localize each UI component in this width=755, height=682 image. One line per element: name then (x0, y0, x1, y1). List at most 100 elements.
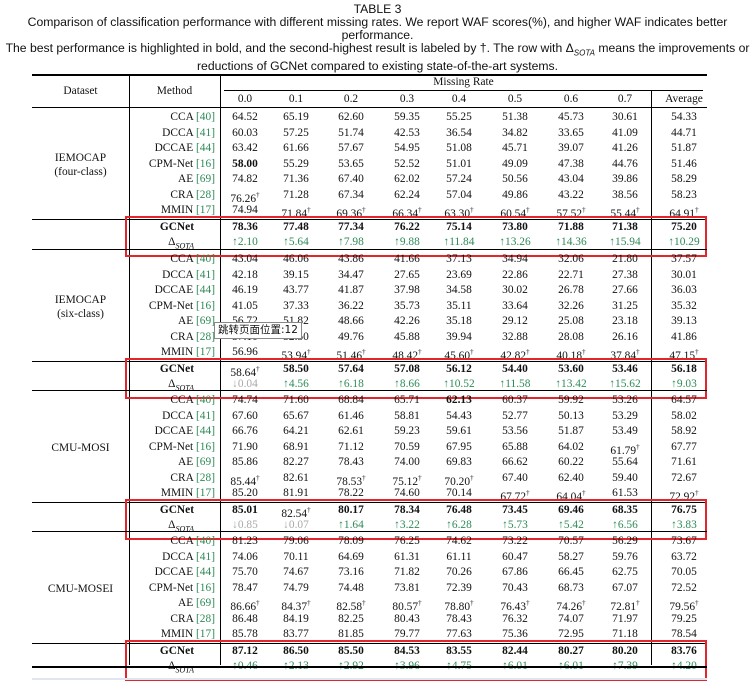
table-cell: 81.23 (232, 535, 258, 547)
table-cell: 49.09 (502, 157, 528, 170)
table-cell: 56.29 (612, 535, 638, 547)
delta-cell: ↑4.56 (283, 378, 309, 391)
delta-cell: ↑5.64 (283, 236, 309, 249)
table-cell: 32.06 (558, 253, 584, 265)
citation-link[interactable]: [28] (196, 188, 215, 201)
citation-link[interactable]: [17] (196, 628, 215, 641)
gcnet-cell: 57.64 (338, 362, 364, 375)
citation-link[interactable]: [17] (196, 346, 215, 359)
table-cell: 41.26 (612, 142, 638, 155)
table-cell: 72.52 (671, 581, 697, 594)
gcnet-cell: 87.12 (232, 644, 258, 657)
citation-link[interactable]: [41] (196, 268, 215, 281)
table-cell: 50.13 (558, 409, 584, 422)
table-cell: 65.19 (283, 111, 309, 123)
header-rate-0-5: 0.5 (507, 93, 523, 105)
citation-link[interactable]: [40] (196, 394, 215, 406)
table-cell: 58.00 (232, 157, 258, 170)
delta-cell: ↑13.26 (499, 236, 531, 249)
table-cell: 55.64 (612, 456, 638, 469)
citation-link[interactable]: [16] (196, 157, 215, 170)
table-cell: 67.40 (502, 471, 528, 484)
table-cell: 53.56 (502, 425, 528, 438)
header-rate-0-7: 0.7 (617, 93, 633, 105)
table-cell: 55.25 (446, 111, 472, 123)
table-cell: 51.87 (671, 142, 697, 155)
table-cell: 62.40 (558, 471, 584, 484)
table-cell: 52.52 (394, 157, 420, 170)
gcnet-cell: 83.55 (446, 644, 472, 657)
table-cell: 82.27 (283, 456, 309, 469)
table-caption-title: TABLE 3 (353, 2, 402, 16)
table-cell: 70.59 (394, 440, 420, 453)
citation-link[interactable]: [16] (196, 581, 215, 594)
citation-link[interactable]: [41] (196, 550, 215, 563)
table-cell: 77.63 (446, 628, 472, 641)
table-cell: 67.07 (612, 581, 638, 594)
table-cell: 79.56† (669, 599, 699, 613)
block-divider (32, 531, 707, 532)
method-name: DCCA [41] (162, 409, 215, 422)
method-name: DCCAE [44] (154, 142, 215, 155)
table-cell: 62.13 (446, 394, 472, 406)
delta-cell: ↑3.22 (394, 519, 420, 532)
table-cell: 79.25 (671, 612, 697, 625)
table-cell: 46.06 (283, 253, 309, 265)
table-cell: 28.08 (558, 330, 584, 343)
citation-link[interactable]: [40] (196, 111, 215, 123)
delta-cell: ↓0.85 (232, 519, 258, 532)
table-cell: 53.65 (338, 157, 364, 170)
citation-link[interactable]: [41] (196, 409, 215, 422)
citation-link[interactable]: [40] (196, 253, 215, 265)
table-cell: 72.81† (610, 599, 640, 613)
column-divider (651, 91, 652, 665)
citation-link[interactable]: [44] (196, 142, 215, 155)
table-cell: 74.60 (394, 487, 420, 500)
delta-cell: ↑5.42 (558, 519, 584, 532)
citation-link[interactable]: [28] (196, 330, 215, 343)
table-cell: 74.48 (338, 581, 364, 594)
table-cell: 75.70 (232, 566, 258, 579)
table-cell: 80.43 (394, 612, 420, 625)
table-cell: 60.37 (502, 394, 528, 406)
delta-cell: ↑15.62 (609, 378, 641, 391)
table-cell: 68.91 (283, 440, 309, 453)
citation-link[interactable]: [16] (196, 440, 215, 453)
citation-link[interactable]: [17] (196, 204, 215, 217)
citation-link[interactable]: [28] (196, 612, 215, 625)
citation-link[interactable]: [28] (196, 471, 215, 484)
citation-link[interactable]: [69] (196, 315, 215, 328)
table-cell: 43.77 (283, 284, 309, 297)
method-name: DCCAE [44] (154, 284, 215, 297)
delta-cell: ↑6.18 (338, 378, 364, 391)
table-cell: 70.26 (446, 566, 472, 579)
citation-link[interactable]: [40] (196, 535, 215, 547)
method-name: CCA [40] (170, 394, 215, 406)
citation-link[interactable]: [69] (196, 597, 215, 610)
citation-link[interactable]: [69] (196, 173, 215, 186)
table-cell: 86.66† (230, 599, 260, 613)
table-cell: 86.48 (232, 612, 258, 625)
table-cell: 71.90 (232, 440, 258, 453)
table-cell: 43.04 (558, 173, 584, 186)
citation-link[interactable]: [69] (196, 456, 215, 469)
table-cell: 84.37† (281, 599, 311, 613)
table-cell: 37.33 (283, 299, 309, 312)
table-cell: 44.71 (671, 126, 697, 139)
citation-link[interactable]: [17] (196, 487, 215, 500)
table-cell: 74.26† (556, 599, 586, 613)
table-cell: 76.26† (230, 190, 260, 205)
citation-link[interactable]: [16] (196, 299, 215, 312)
citation-link[interactable]: [44] (196, 566, 215, 579)
table-cell: 39.15 (283, 268, 309, 281)
header-dataset: Dataset (63, 85, 98, 97)
gcnet-cell: 76.48 (446, 503, 472, 516)
table-cell: 37.13 (446, 253, 472, 265)
table-cell: 32.88 (502, 330, 528, 343)
citation-link[interactable]: [44] (196, 425, 215, 438)
gcnet-cell: 85.01 (232, 503, 258, 516)
table-cell: 26.78 (558, 284, 584, 297)
citation-link[interactable]: [44] (196, 284, 215, 297)
table-cell: 78.43 (446, 612, 472, 625)
citation-link[interactable]: [41] (196, 126, 215, 139)
